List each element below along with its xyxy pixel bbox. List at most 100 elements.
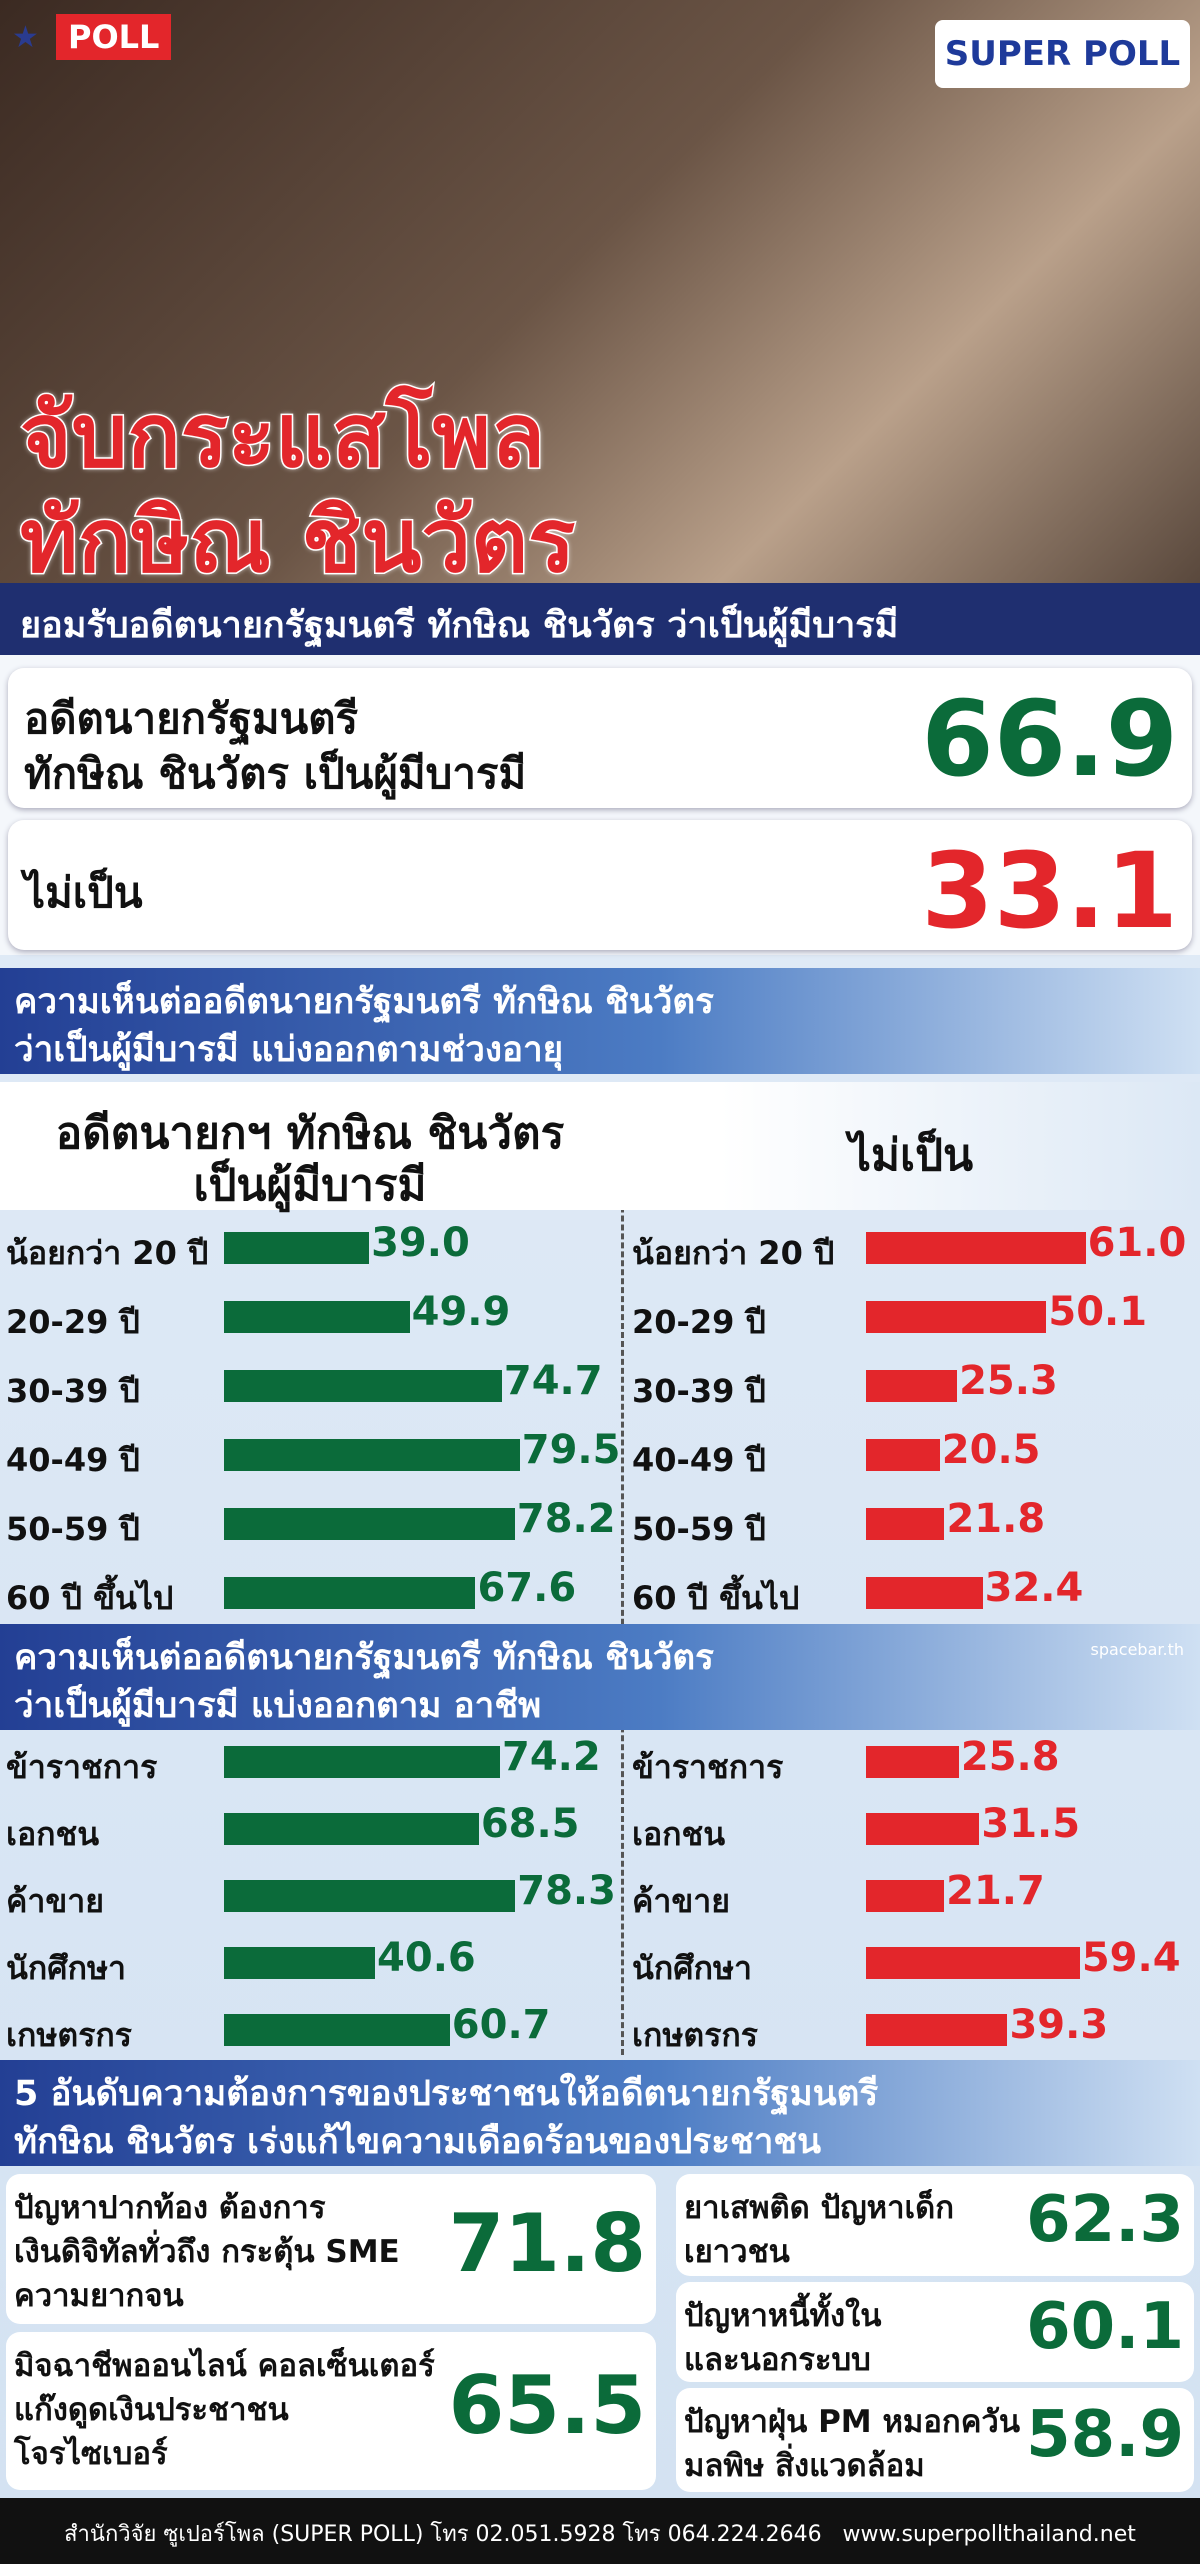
value-label: 79.5 — [521, 1427, 621, 1473]
bar — [224, 1813, 479, 1845]
group-label: เกษตรกร — [632, 2016, 758, 2054]
section-heading-bar — [0, 968, 1200, 1074]
group-label: 40-49 ปี — [632, 1441, 766, 1479]
bar — [866, 2014, 1008, 2046]
group-label: 20-29 ปี — [632, 1303, 766, 1341]
badge: POLL — [56, 14, 172, 60]
bar — [224, 1880, 516, 1912]
value-label: 31.5 — [981, 1801, 1081, 1847]
need-box — [676, 2282, 1194, 2382]
group-label: 20-29 ปี — [6, 1303, 140, 1341]
column-divider — [621, 1090, 624, 2055]
bar — [866, 1508, 945, 1540]
group-label: ค้าขาย — [6, 1882, 104, 1920]
section-heading: ความเห็นต่ออดีตนายกรัฐมนตรี ทักษิณ ชินวั… — [14, 1638, 714, 1678]
need-label: โจรไซเบอร์ — [14, 2436, 168, 2472]
value-label: 60.7 — [451, 2002, 551, 2048]
column-header-bg — [0, 1082, 1200, 1210]
column-header: อดีตนายกฯ ทักษิณ ชินวัตร — [55, 1108, 565, 1159]
summary-value: 33.1 — [921, 830, 1178, 952]
value-label: 67.6 — [477, 1565, 577, 1611]
need-label: เงินดิจิทัลทั่วถึง กระตุ้น SME — [14, 2234, 400, 2270]
header-photo — [0, 0, 1200, 660]
bar — [866, 1813, 980, 1845]
group-label: 40-49 ปี — [6, 1441, 140, 1479]
need-label: และนอกระบบ — [684, 2342, 871, 2378]
need-label: มลพิษ สิ่งแวดล้อม — [684, 2448, 925, 2484]
value-label: 25.8 — [960, 1734, 1060, 1780]
group-label: เอกชน — [632, 1815, 726, 1853]
bar — [866, 1301, 1047, 1333]
bar — [866, 1370, 958, 1402]
need-label: ปัญหาหนี้ทั้งใน — [684, 2298, 882, 2334]
summary-value: 66.9 — [921, 678, 1178, 800]
section-heading: 5 อันดับความต้องการของประชาชนให้อดีตนายก… — [14, 2074, 879, 2114]
bar — [224, 1577, 476, 1609]
bar — [224, 1232, 370, 1264]
need-value: 60.1 — [1026, 2290, 1184, 2365]
value-label: 32.4 — [984, 1565, 1084, 1611]
need-box — [676, 2174, 1194, 2276]
summary-box — [8, 820, 1192, 950]
bar — [866, 1746, 959, 1778]
group-label: ค้าขาย — [632, 1882, 730, 1920]
value-label: 78.2 — [516, 1496, 616, 1542]
group-label: 60 ปี ขึ้นไป — [632, 1579, 800, 1617]
value-label: 40.6 — [377, 1935, 476, 1981]
summary-label: อดีตนายกรัฐมนตรี — [24, 694, 359, 743]
bar — [224, 1301, 410, 1333]
group-label: 50-59 ปี — [6, 1510, 140, 1548]
group-label: เกษตรกร — [6, 2016, 132, 2054]
need-label: ปัญหาฝุ่น PM หมอกควัน — [684, 2404, 1021, 2440]
bar — [866, 1880, 945, 1912]
need-label: แก๊งดูดเงินประชาชน — [14, 2392, 289, 2428]
subtitle: ยอมรับอดีตนายกรัฐมนตรี ทักษิณ ชินวัตร ว่… — [20, 605, 899, 646]
group-label: น้อยกว่า 20 ปี — [632, 1234, 835, 1272]
bar — [224, 1947, 376, 1979]
subtitle-bar — [0, 583, 1200, 655]
bar — [224, 1439, 520, 1471]
need-value: 71.8 — [448, 2197, 646, 2290]
group-label: ข้าราชการ — [632, 1748, 784, 1786]
need-label: ความยากจน — [14, 2278, 184, 2314]
need-label: เยาวชน — [684, 2234, 790, 2270]
logo: SUPER POLL — [935, 20, 1190, 88]
group-label: น้อยกว่า 20 ปี — [6, 1234, 209, 1272]
need-label: ปัญหาปากท้อง ต้องการ — [14, 2190, 326, 2226]
value-label: 21.8 — [946, 1496, 1046, 1542]
bar — [224, 1508, 515, 1540]
footer: สำนักวิจัย ซูเปอร์โพล (SUPER POLL) โทร 0… — [64, 2522, 1136, 2547]
group-label: ข้าราชการ — [6, 1748, 158, 1786]
need-value: 62.3 — [1026, 2183, 1184, 2258]
badge-star: ★ — [12, 20, 39, 55]
value-label: 25.3 — [959, 1358, 1058, 1404]
bar — [224, 2014, 450, 2046]
credit: spacebar.th — [1090, 1640, 1184, 1659]
section-heading-bar — [0, 1624, 1200, 1730]
value-label: 74.2 — [502, 1734, 601, 1780]
bar — [866, 1439, 940, 1471]
group-label: นักศึกษา — [6, 1949, 126, 1987]
value-label: 68.5 — [480, 1801, 580, 1847]
column-header: เป็นผู้มีบารมี — [193, 1160, 427, 1211]
need-label: มิจฉาชีพออนไลน์ คอลเซ็นเตอร์ — [14, 2348, 435, 2384]
need-box — [6, 2332, 656, 2490]
need-box — [6, 2174, 656, 2324]
value-label: 78.3 — [517, 1868, 616, 1914]
section-heading-bar — [0, 2060, 1200, 2166]
summary-box — [8, 668, 1192, 808]
footer-bar — [0, 2498, 1200, 2564]
group-label: นักศึกษา — [632, 1949, 752, 1987]
value-label: 20.5 — [941, 1427, 1041, 1473]
group-label: 60 ปี ขึ้นไป — [6, 1579, 174, 1617]
value-label: 74.7 — [503, 1358, 603, 1404]
bar — [866, 1577, 983, 1609]
need-value: 58.9 — [1026, 2398, 1184, 2473]
summary-label: ทักษิณ ชินวัตร เป็นผู้มีบารมี — [24, 749, 527, 798]
group-label: 30-39 ปี — [632, 1372, 766, 1410]
section-heading: ว่าเป็นผู้มีบารมี แบ่งออกตาม อาชีพ — [14, 1686, 542, 1726]
need-value: 65.5 — [448, 2359, 646, 2452]
value-label: 50.1 — [1048, 1289, 1148, 1335]
group-label: 30-39 ปี — [6, 1372, 140, 1410]
